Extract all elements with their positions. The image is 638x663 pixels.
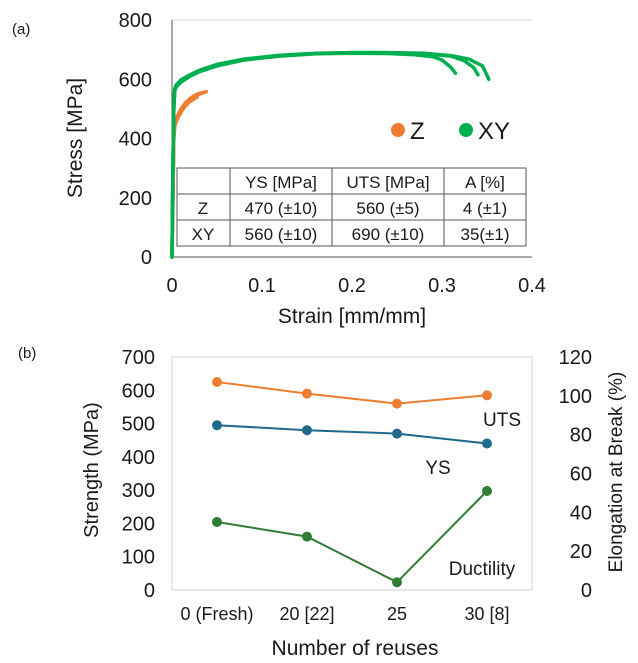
y-tick-label: 100 [122,547,155,569]
series-label-ys: YS [425,458,450,479]
panel-a-y-ticks: 0 200 400 600 800 [119,10,152,269]
table-frame [176,167,527,247]
y-tick-label: 500 [122,414,155,436]
y-tick-label: 800 [119,10,152,32]
y2-tick-label: 100 [559,386,592,408]
legend-label-xy: XY [478,118,510,145]
y2-tick-label: 40 [570,502,592,524]
y-tick-label: 400 [119,129,152,151]
y-tick-label: 0 [144,580,155,602]
panel-b-right-y-ticks: 0 20 40 60 80 100 120 [559,347,592,602]
y2-tick-label: 120 [559,347,592,369]
data-point-ductility [392,577,402,588]
series-line-ductility [216,490,488,584]
table-cell: 4 (±1) [463,199,507,218]
data-point-ductility [212,517,222,527]
y2-tick-label: 60 [570,464,592,486]
data-point-ductility [302,531,312,542]
table-cell: 560 (±5) [356,199,419,218]
series-line-uts [216,381,488,405]
panel-b-right-y-axis-title: Elongation at Break (%) [606,372,627,573]
panel-b-left-y-ticks: 0 100 200 300 400 500 600 700 [122,347,155,602]
table-header-elongation: A [%] [465,173,505,192]
legend-marker-xy [459,123,473,137]
panel-a-series [170,50,491,259]
data-point-ys [302,425,312,436]
x-tick-label: 0.4 [518,275,546,297]
series-label-uts: UTS [483,410,521,431]
panel-a-label: (a) [12,21,30,38]
data-point-ductility [482,486,492,496]
panel-a-x-ticks: 0 0.1 0.2 0.3 0.4 [166,275,545,297]
y-tick-label: 200 [122,513,155,535]
x-tick-label: 0 (Fresh) [180,604,253,624]
table-header-ys: YS [MPa] [245,173,317,192]
table-cell: 560 (±10) [245,225,318,244]
panel-b-label: (b) [18,345,36,362]
table-cell: 690 (±10) [352,225,425,244]
series-line-ys [216,424,488,445]
panel-b-series [212,377,492,588]
x-tick-label: 0 [166,275,177,297]
panel-a-x-axis-title: Strain [mm/mm] [278,305,426,328]
y-tick-label: 200 [119,188,152,210]
legend-marker-z [391,123,405,137]
data-point-ys [482,438,492,449]
panel-a-y-axis-title: Stress [MPa] [64,78,87,198]
x-tick-label: 0.3 [428,275,456,297]
y2-tick-label: 0 [581,580,592,602]
legend-label-z: Z [410,118,425,145]
y-tick-label: 300 [122,480,155,502]
x-tick-label: 20 [22] [279,604,334,624]
x-tick-label: 25 [387,604,407,624]
data-point-uts [482,390,492,401]
table-cell: 35(±1) [460,225,509,244]
series-label-ductility: Ductility [449,559,516,580]
data-point-ys [392,428,402,439]
y2-tick-label: 20 [570,541,592,563]
x-tick-label: 0.1 [248,275,276,297]
table-row-label-xy: XY [192,225,215,244]
data-point-ys [212,420,222,431]
x-tick-label: 30 [8] [464,604,509,624]
y-tick-label: 600 [119,69,152,91]
panel-b-x-axis-title: Number of reuses [272,637,439,660]
data-point-uts [392,398,402,409]
y-tick-label: 400 [122,447,155,469]
panel-b-x-ticks: 0 (Fresh) 20 [22] 25 30 [8] [180,604,509,624]
table-header-uts: UTS [MPa] [346,173,429,192]
y-tick-label: 600 [122,380,155,402]
panel-b-left-y-axis-title: Strength (MPa) [81,402,103,538]
panel-a-property-table: YS [MPa] UTS [MPa] A [%] Z 470 (±10) 560… [176,167,527,247]
table-row-label-z: Z [198,199,208,218]
series-line-xy [170,50,491,259]
panel-b-plot-frame [171,356,533,591]
data-point-uts [212,377,222,387]
y-tick-label: 700 [122,347,155,369]
x-tick-label: 0.2 [338,275,366,297]
data-point-uts [302,388,312,399]
table-cell: 470 (±10) [245,199,318,218]
y-tick-label: 0 [141,247,152,269]
y2-tick-label: 80 [570,425,592,447]
panel-a-legend: Z XY [391,118,510,145]
